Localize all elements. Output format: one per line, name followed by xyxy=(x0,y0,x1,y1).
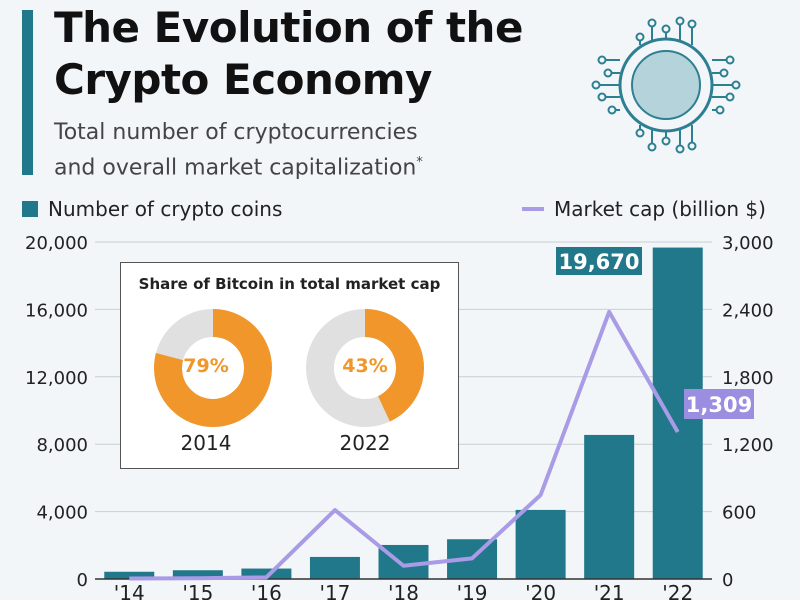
donut-label-2014: 79% xyxy=(183,355,229,377)
left-tick-label: 0 xyxy=(77,570,88,591)
bar-'21 xyxy=(584,434,635,579)
bar-'16 xyxy=(241,568,292,579)
x-tick-label: '19 xyxy=(457,581,488,600)
subtitle-line-1: Total number of cryptocurrencies xyxy=(54,120,418,145)
x-tick-label: '18 xyxy=(388,581,419,600)
x-tick-label: '14 xyxy=(114,581,145,600)
bar-'20 xyxy=(515,509,566,579)
right-tick-label: 1,200 xyxy=(722,435,774,456)
donut-charts xyxy=(154,309,424,427)
x-tick-label: '20 xyxy=(525,581,556,600)
legend-marketcap: Market cap (billion $) xyxy=(522,197,766,221)
bar-value-label: 19,670 xyxy=(558,250,639,274)
footnote-mark: * xyxy=(416,155,423,170)
title-line-1: The Evolution of the xyxy=(54,3,523,52)
donut-share-2014 xyxy=(154,309,272,427)
legend-label-marketcap: Market cap (billion $) xyxy=(554,197,766,221)
subtitle: Total number of cryptocurrencies and over… xyxy=(54,118,423,183)
x-tick-label: '15 xyxy=(182,581,213,600)
donut-label-2022: 43% xyxy=(342,355,388,377)
page-title: The Evolution of the Crypto Economy xyxy=(54,2,523,106)
bar-'17 xyxy=(309,556,360,579)
line-value-label: 1,309 xyxy=(686,393,752,417)
right-tick-label: 2,400 xyxy=(722,300,774,321)
line-label-box xyxy=(684,389,754,419)
left-tick-label: 4,000 xyxy=(36,503,88,524)
subtitle-line-2: and overall market capitalization xyxy=(54,155,417,181)
donut-share-2022 xyxy=(306,309,424,427)
x-tick-label: '16 xyxy=(251,581,282,600)
right-tick-label: 0 xyxy=(722,570,733,591)
x-tick-label: '17 xyxy=(319,581,350,600)
right-tick-label: 600 xyxy=(722,503,756,524)
bar-label-box xyxy=(556,247,642,275)
legend-swatch-line xyxy=(522,207,544,211)
bitcoin-share-inset: Share of Bitcoin in total market cap 79%… xyxy=(120,262,459,469)
accent-bar xyxy=(22,10,33,175)
bar-'15 xyxy=(172,570,223,579)
right-tick-label: 3,000 xyxy=(722,233,774,254)
legend-label-coins: Number of crypto coins xyxy=(48,197,283,221)
legend-coins: Number of crypto coins xyxy=(22,197,282,221)
bar-'14 xyxy=(104,571,155,579)
right-tick-label: 1,800 xyxy=(722,368,774,389)
left-tick-label: 16,000 xyxy=(25,300,88,321)
legend-swatch-bar xyxy=(22,201,38,217)
donut-year-2014: 2014 xyxy=(180,431,232,455)
left-tick-label: 12,000 xyxy=(25,368,88,389)
inset-title: Share of Bitcoin in total market cap xyxy=(138,275,441,293)
x-tick-label: '22 xyxy=(662,581,693,600)
left-tick-label: 20,000 xyxy=(25,233,88,254)
title-line-2: Crypto Economy xyxy=(54,55,432,104)
x-tick-label: '21 xyxy=(594,581,625,600)
donut-year-2022: 2022 xyxy=(339,431,391,455)
left-tick-label: 8,000 xyxy=(36,435,88,456)
